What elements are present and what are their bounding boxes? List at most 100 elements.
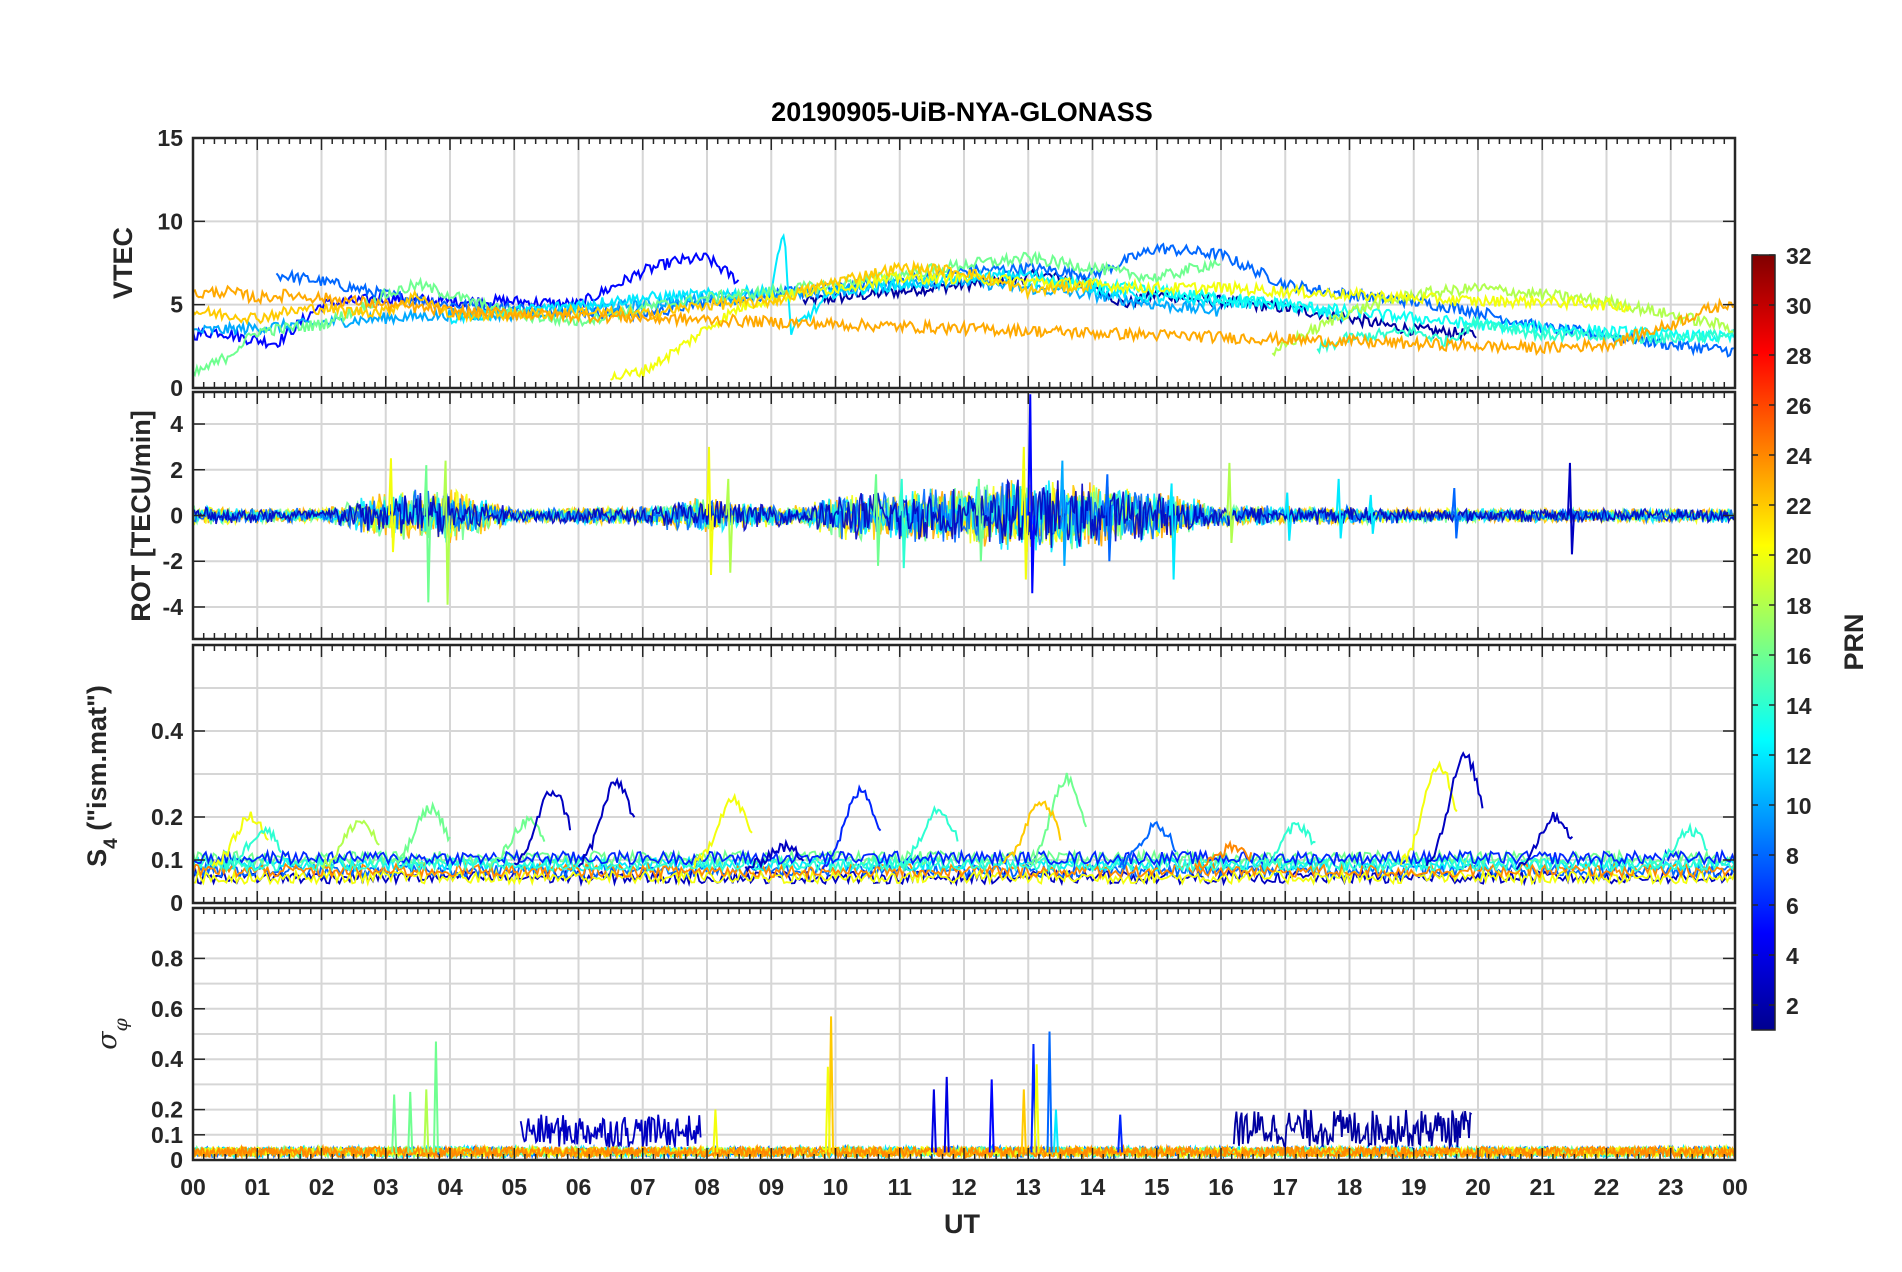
x-tick-label: 10: [823, 1174, 849, 1200]
colorbar-tick-label: 18: [1786, 593, 1812, 619]
rot-spike-prn-14: [898, 478, 907, 569]
rot-spike-prn-20: [1020, 446, 1029, 580]
rot-spike-prn-3: [1566, 462, 1575, 555]
s4-bump-prn-3: [577, 776, 636, 868]
series-group-vtec: [193, 233, 1735, 381]
vtec-line-prn-12: [449, 233, 1350, 335]
panel-rot: -4 -2 0 2 4: [163, 390, 1737, 641]
chart-title: 20190905-UiB-NYA-GLONASS: [771, 97, 1153, 127]
s4-bump-prn-14: [1259, 821, 1316, 869]
colorbar-tick-label: 2: [1786, 993, 1799, 1019]
x-tick-label: 22: [1594, 1174, 1620, 1200]
rot-spike-prn-8: [1104, 474, 1113, 562]
s4-bump-prn-20: [1399, 760, 1458, 866]
ylabel-s4: S4 ("ism.mat"): [82, 685, 122, 867]
colorbar-tick-label: 20: [1786, 543, 1812, 569]
rot-spike-prn-5: [1027, 394, 1036, 594]
rot-spike-prn-12: [1284, 492, 1293, 541]
rot-spike-prn-16: [873, 474, 882, 566]
s4-line-prn-6: [193, 848, 1735, 868]
colorbar-label: PRN: [1839, 613, 1869, 670]
s4-bump-prn-24: [1194, 839, 1253, 874]
x-tick-label: 09: [758, 1174, 784, 1200]
sigma-spike-prn-20: [712, 1109, 719, 1153]
colorbar-tick-label: 10: [1786, 793, 1812, 819]
sigma-band-prn-3: [519, 1114, 702, 1148]
x-tick-label: 18: [1337, 1174, 1363, 1200]
x-tick-label: 05: [501, 1174, 527, 1200]
x-tick-label: 17: [1272, 1174, 1298, 1200]
rot-spike-prn-12: [1367, 494, 1376, 534]
y-tick-label-rot: -2: [163, 548, 183, 574]
rot-spike-prn-18: [725, 478, 734, 573]
colorbar-tick-label: 32: [1786, 243, 1812, 269]
rot-spike-prn-10: [1059, 460, 1068, 566]
sigma-spike-prn-20: [1033, 1064, 1040, 1153]
x-tick-label: 20: [1465, 1174, 1491, 1200]
x-tick-label: 04: [437, 1174, 463, 1200]
y-tick-label-sigma: 0.1: [151, 1122, 183, 1148]
x-tick-label: 13: [1015, 1174, 1041, 1200]
x-tick-label: 14: [1080, 1174, 1106, 1200]
colorbar-tick-label: 14: [1786, 693, 1812, 719]
y-tick-label-sigma: 0.8: [151, 945, 183, 971]
rot-line-prn-22: [193, 480, 1735, 552]
s4-bump-prn-14: [1650, 822, 1709, 869]
y-tick-label-rot: -4: [163, 594, 184, 620]
y-tick-label-vtec: 0: [170, 375, 183, 401]
s4-line-prn-12: [193, 854, 1735, 875]
vtec-line-prn-16: [193, 250, 1221, 378]
colorbar-tick-label: 30: [1786, 293, 1812, 319]
y-tick-label-sigma: 0: [170, 1147, 183, 1173]
colorbar-tick-label: 26: [1786, 393, 1812, 419]
x-tick-label: 00: [1722, 1174, 1748, 1200]
s4-bump-prn-8: [1118, 820, 1177, 872]
rot-spike-prn-20: [387, 458, 396, 553]
y-tick-label-rot: 2: [170, 457, 183, 483]
x-tick-label: 19: [1401, 1174, 1427, 1200]
y-tick-label-rot: 4: [170, 411, 183, 437]
y-tick-label-s4: 0.4: [151, 718, 183, 744]
x-tick-label: 01: [244, 1174, 270, 1200]
series-group-s4: [193, 751, 1735, 888]
vtec-line-prn-20: [610, 269, 1632, 381]
sigma-spike-prn-5: [988, 1079, 995, 1153]
colorbar-tick-label: 4: [1786, 943, 1799, 969]
s4-bump-prn-20: [693, 792, 753, 869]
s4-bump-prn-14: [899, 804, 959, 873]
sigma-spike-prn-16: [432, 1041, 439, 1153]
colorbar-tick-label: 24: [1786, 443, 1812, 469]
colorbar-tick-label: 28: [1786, 343, 1812, 369]
x-tick-label: 03: [373, 1174, 399, 1200]
s4-bump-prn-20: [211, 811, 269, 868]
s4-bump-prn-14: [224, 825, 282, 871]
sigma-spike-prn-16: [391, 1094, 398, 1153]
y-tick-label-rot: 0: [170, 503, 183, 529]
xlabel: UT: [944, 1209, 980, 1239]
rot-spike-prn-12: [1168, 483, 1177, 580]
rot-spike-prn-18: [442, 460, 451, 605]
sigma-spike-prn-6: [1117, 1114, 1124, 1153]
ylabel-sigma: σφ: [92, 1017, 132, 1049]
x-tick-label: 06: [566, 1174, 592, 1200]
colorbar-tick-label: 22: [1786, 493, 1812, 519]
sigma-band-prn-2: [1232, 1109, 1473, 1150]
sigma-spike-prn-20: [824, 1066, 831, 1153]
x-tick-label: 07: [630, 1174, 656, 1200]
s4-bump-prn-18: [320, 819, 380, 871]
panel-sigma: 00.10.2 0.4 0.6 0.8 00 01 02 03 04 05 06 07 08 09 10 11…: [151, 906, 1748, 1200]
x-tick-label: 21: [1529, 1174, 1555, 1200]
rot-spike-prn-12: [1335, 478, 1344, 539]
panel-vtec: 0 5 10 15: [157, 125, 1737, 401]
y-tick-label-s4: 0.2: [151, 804, 183, 830]
sigma-spike-prn-16: [407, 1091, 414, 1153]
sigma-spike-prn-4: [930, 1089, 937, 1153]
x-tick-label: 00: [180, 1174, 206, 1200]
s4-bump-prn-3: [1515, 811, 1574, 870]
colorbar-gradient: [1751, 254, 1776, 1031]
s4-bump-prn-3: [513, 789, 572, 866]
x-tick-label: 16: [1208, 1174, 1234, 1200]
rot-spike-prn-16: [975, 478, 984, 562]
vtec-line-prn-22: [193, 259, 1093, 326]
